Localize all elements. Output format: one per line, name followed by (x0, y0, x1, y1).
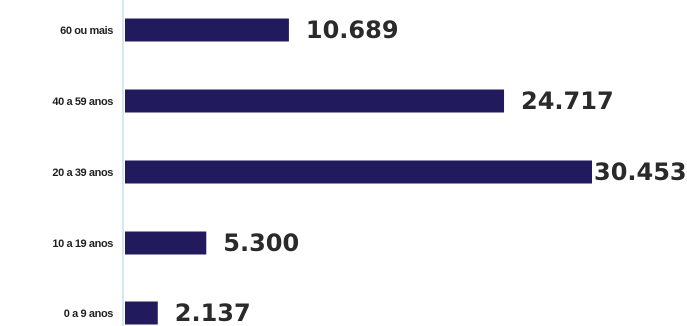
category-label: 20 a 39 anos (52, 167, 113, 179)
value-label: 5.300 (223, 229, 299, 257)
bar (125, 18, 289, 42)
category-label: 40 a 59 anos (52, 96, 113, 108)
bar (125, 231, 207, 255)
bars-layer: 60 ou mais 10.689 40 a 59 anos 24.717 20 a 3… (52, 16, 686, 326)
category-label: 10 a 19 anos (52, 238, 113, 250)
bar (125, 301, 158, 325)
value-label: 2.137 (175, 299, 251, 326)
category-label: 60 ou mais (60, 25, 113, 37)
bar (125, 160, 592, 184)
value-label: 24.717 (521, 87, 614, 115)
category-label: 0 a 9 anos (64, 308, 113, 320)
value-label: 10.689 (306, 16, 399, 44)
bar (125, 89, 505, 113)
value-label: 30.453 (594, 158, 687, 186)
